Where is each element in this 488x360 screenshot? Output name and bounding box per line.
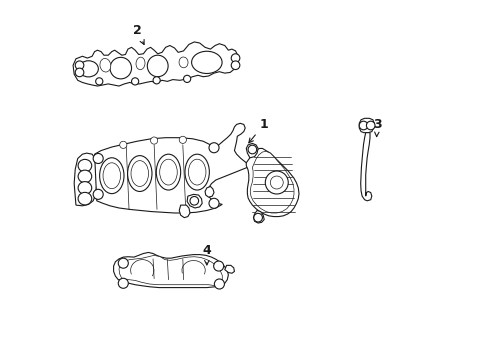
- Ellipse shape: [191, 51, 222, 73]
- Ellipse shape: [156, 154, 180, 190]
- Ellipse shape: [131, 161, 148, 186]
- Ellipse shape: [110, 57, 131, 79]
- Ellipse shape: [78, 192, 92, 205]
- Circle shape: [118, 258, 128, 268]
- Circle shape: [75, 61, 83, 69]
- Ellipse shape: [78, 181, 92, 194]
- Polygon shape: [73, 42, 237, 86]
- Ellipse shape: [188, 159, 205, 185]
- Ellipse shape: [184, 154, 209, 190]
- Circle shape: [247, 145, 256, 154]
- Circle shape: [75, 68, 83, 77]
- Circle shape: [270, 176, 283, 189]
- Circle shape: [190, 197, 198, 205]
- Polygon shape: [253, 211, 264, 223]
- Polygon shape: [204, 186, 214, 197]
- Circle shape: [96, 78, 102, 85]
- Circle shape: [131, 78, 139, 85]
- Text: 4: 4: [202, 244, 211, 265]
- Circle shape: [208, 198, 219, 208]
- Circle shape: [253, 213, 262, 222]
- Circle shape: [93, 189, 103, 199]
- Ellipse shape: [100, 58, 111, 72]
- Text: 2: 2: [132, 23, 144, 44]
- Polygon shape: [179, 205, 190, 218]
- Polygon shape: [119, 255, 222, 286]
- Polygon shape: [250, 151, 293, 213]
- Ellipse shape: [78, 159, 92, 172]
- Circle shape: [214, 279, 224, 289]
- Circle shape: [120, 141, 126, 148]
- Circle shape: [231, 61, 239, 69]
- Ellipse shape: [103, 163, 121, 189]
- Circle shape: [359, 121, 367, 130]
- Polygon shape: [74, 153, 97, 206]
- Circle shape: [93, 153, 103, 163]
- Polygon shape: [359, 118, 373, 133]
- Ellipse shape: [160, 159, 177, 185]
- Circle shape: [265, 171, 287, 194]
- Polygon shape: [246, 148, 298, 217]
- Circle shape: [153, 77, 160, 84]
- Ellipse shape: [179, 57, 188, 68]
- Text: 1: 1: [248, 117, 268, 143]
- Polygon shape: [224, 265, 234, 273]
- Polygon shape: [187, 194, 202, 208]
- Polygon shape: [94, 123, 249, 213]
- Circle shape: [118, 278, 128, 288]
- Circle shape: [208, 143, 219, 153]
- Circle shape: [366, 121, 374, 130]
- Circle shape: [231, 54, 239, 62]
- Text: 3: 3: [372, 117, 381, 137]
- Ellipse shape: [78, 170, 92, 183]
- Circle shape: [183, 75, 190, 82]
- Circle shape: [179, 136, 186, 143]
- Polygon shape: [246, 143, 258, 158]
- Circle shape: [150, 137, 158, 144]
- Polygon shape: [360, 133, 371, 201]
- Ellipse shape: [147, 55, 168, 77]
- Ellipse shape: [127, 156, 152, 192]
- Polygon shape: [113, 252, 228, 288]
- Ellipse shape: [136, 57, 145, 70]
- Ellipse shape: [79, 61, 98, 77]
- Circle shape: [213, 261, 223, 271]
- Ellipse shape: [100, 158, 124, 194]
